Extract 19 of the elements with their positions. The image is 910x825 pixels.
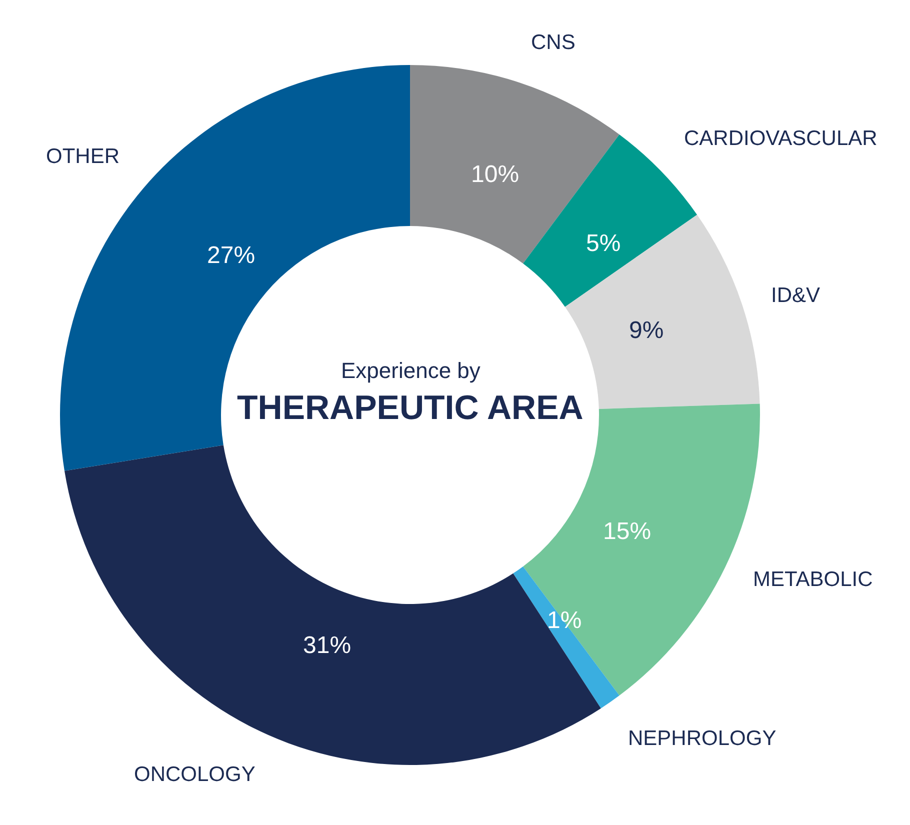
data-label: 15% xyxy=(603,518,652,545)
text: THERAPEUTIC AREA xyxy=(237,389,584,427)
slice-label: ONCOLOGY xyxy=(134,763,256,786)
slice-label: CARDIOVASCULAR xyxy=(684,127,878,150)
donut-slice xyxy=(64,445,601,765)
data-label: 31% xyxy=(303,632,352,659)
slice-label: NEPHROLOGY xyxy=(628,727,776,750)
slice-label: ID&V xyxy=(771,284,820,307)
data-label: 10% xyxy=(471,161,520,188)
data-label: 1% xyxy=(547,607,582,634)
donut-slice xyxy=(410,65,620,264)
slice-label: METABOLIC xyxy=(753,568,873,591)
data-label: 9% xyxy=(629,317,664,344)
text: Experience by xyxy=(341,358,480,383)
slice-label: OTHER xyxy=(46,145,120,168)
data-label: 27% xyxy=(207,242,256,269)
slice-label: CNS xyxy=(531,31,576,54)
donut-slice xyxy=(513,566,620,708)
data-label: 5% xyxy=(586,230,621,257)
